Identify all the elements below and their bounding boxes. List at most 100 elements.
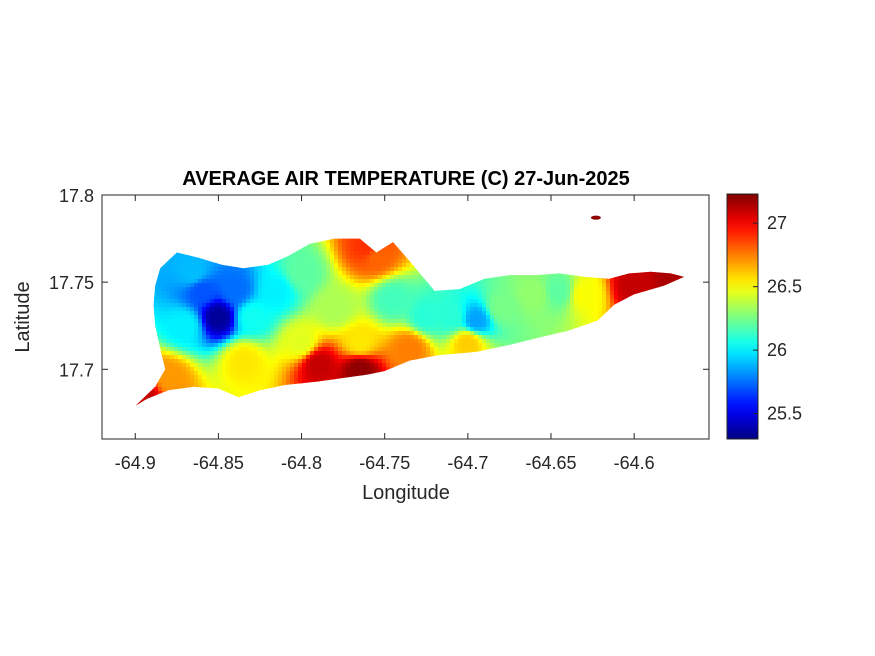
- field-cell: [382, 315, 387, 320]
- field-cell: [222, 315, 227, 320]
- field-cell: [554, 275, 559, 280]
- field-cell: [542, 295, 547, 300]
- field-cell: [286, 263, 291, 268]
- field-cell: [514, 319, 519, 324]
- field-cell: [394, 247, 399, 252]
- field-cell: [370, 267, 375, 272]
- field-cell: [362, 307, 367, 312]
- field-cell: [182, 259, 187, 264]
- field-cell: [310, 255, 315, 260]
- field-cell: [182, 267, 187, 272]
- field-cell: [338, 307, 343, 312]
- field-cell: [410, 295, 415, 300]
- field-cell: [386, 307, 391, 312]
- field-cell: [418, 299, 423, 304]
- field-cell: [166, 263, 171, 268]
- field-cell: [226, 295, 231, 300]
- field-cell: [262, 319, 267, 324]
- field-cell: [454, 303, 459, 308]
- field-cell: [522, 323, 527, 328]
- field-cell: [182, 307, 187, 312]
- field-cell: [374, 303, 379, 308]
- field-cell: [266, 291, 271, 296]
- field-cell: [446, 323, 451, 328]
- field-cell: [290, 287, 295, 292]
- field-cell: [270, 315, 275, 320]
- field-cell: [182, 315, 187, 320]
- field-cell: [354, 239, 359, 244]
- field-cell: [278, 315, 283, 320]
- field-cell: [578, 275, 583, 280]
- field-cell: [394, 283, 399, 288]
- field-cell: [470, 307, 475, 312]
- field-cell: [442, 295, 447, 300]
- field-cell: [186, 267, 191, 272]
- field-cell: [594, 299, 599, 304]
- field-cell: [350, 259, 355, 264]
- field-cell: [514, 283, 519, 288]
- field-cell: [242, 315, 247, 320]
- field-cell: [434, 295, 439, 300]
- field-cell: [170, 283, 175, 288]
- field-cell: [570, 307, 575, 312]
- field-cell: [214, 291, 219, 296]
- field-cell: [446, 307, 451, 312]
- field-cell: [162, 315, 167, 320]
- field-cell: [506, 279, 511, 284]
- field-cell: [378, 323, 383, 328]
- field-cell: [282, 271, 287, 276]
- field-cell: [178, 299, 183, 304]
- field-cell: [570, 291, 575, 296]
- field-cell: [374, 287, 379, 292]
- field-cell: [462, 287, 467, 292]
- field-cell: [274, 307, 279, 312]
- field-cell: [382, 303, 387, 308]
- field-cell: [346, 239, 351, 244]
- field-cell: [218, 295, 223, 300]
- field-cell: [342, 315, 347, 320]
- field-cell: [182, 279, 187, 284]
- field-cell: [322, 315, 327, 320]
- field-cell: [578, 291, 583, 296]
- field-cell: [334, 291, 339, 296]
- field-cell: [194, 267, 199, 272]
- field-cell: [538, 279, 543, 284]
- field-cell: [502, 287, 507, 292]
- field-cell: [394, 287, 399, 292]
- field-cell: [414, 307, 419, 312]
- field-cell: [350, 243, 355, 248]
- field-cell: [194, 259, 199, 264]
- field-cell: [466, 295, 471, 300]
- field-cell: [338, 287, 343, 292]
- field-cell: [322, 287, 327, 292]
- field-cell: [342, 303, 347, 308]
- field-cell: [158, 295, 163, 300]
- field-cell: [166, 259, 171, 264]
- field-cell: [334, 275, 339, 280]
- field-cell: [598, 303, 603, 308]
- field-cell: [274, 267, 279, 272]
- field-cell: [362, 291, 367, 296]
- field-cell: [202, 279, 207, 284]
- field-cell: [442, 303, 447, 308]
- field-cell: [346, 275, 351, 280]
- field-cell: [154, 315, 159, 320]
- field-cell: [290, 259, 295, 264]
- field-cell: [306, 275, 311, 280]
- field-cell: [538, 307, 543, 312]
- field-cell: [326, 315, 331, 320]
- field-cell: [390, 315, 395, 320]
- field-cell: [234, 279, 239, 284]
- field-cell: [634, 271, 639, 276]
- field-cell: [294, 267, 299, 272]
- field-cell: [458, 315, 463, 320]
- field-cell: [266, 307, 271, 312]
- field-cell: [574, 275, 579, 280]
- field-cell: [406, 295, 411, 300]
- field-cell: [406, 303, 411, 308]
- field-cell: [186, 311, 191, 316]
- field-cell: [374, 319, 379, 324]
- field-cell: [426, 303, 431, 308]
- field-cell: [470, 319, 475, 324]
- field-cell: [526, 287, 531, 292]
